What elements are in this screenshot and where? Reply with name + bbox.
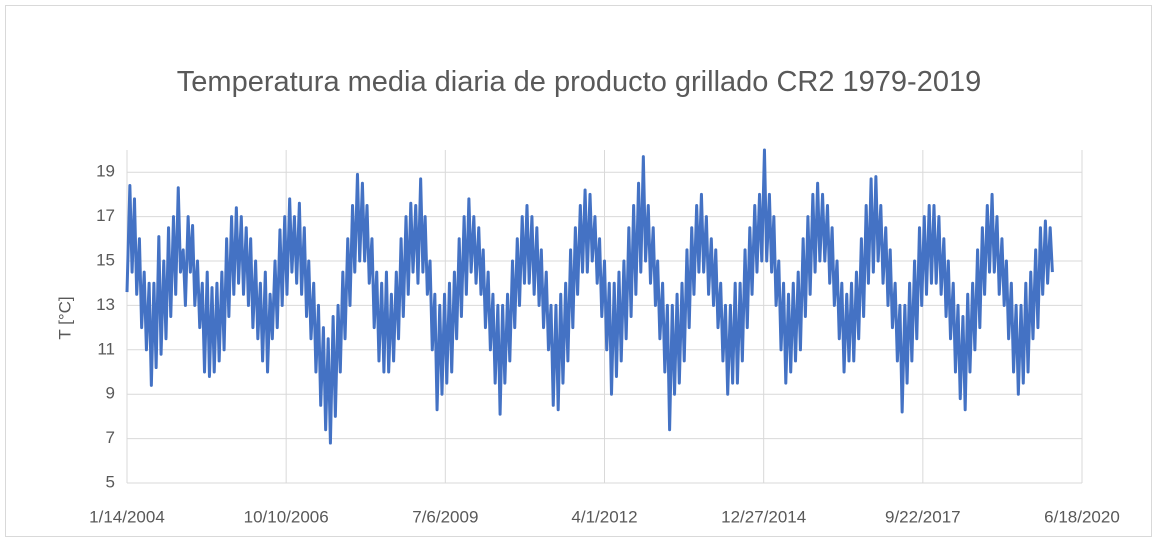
- y-tick-label: 9: [106, 384, 115, 403]
- data-line: [125, 148, 1054, 445]
- y-axis-label: T [°C]: [55, 296, 74, 339]
- y-tick-label: 17: [96, 206, 115, 225]
- chart-border: [5, 5, 1152, 537]
- y-tick-label: 7: [106, 428, 115, 447]
- y-tick-label: 15: [96, 250, 115, 269]
- x-tick-label: 6/18/2020: [1044, 507, 1120, 526]
- x-tick-label: 7/6/2009: [412, 507, 478, 526]
- y-tick-label: 13: [96, 295, 115, 314]
- chart-title: Temperatura media diaria de producto gri…: [176, 66, 982, 98]
- x-tick-label: 9/22/2017: [885, 507, 961, 526]
- y-tick-label: 19: [96, 162, 115, 181]
- x-tick-label: 10/10/2006: [244, 507, 329, 526]
- x-tick-label: 12/27/2014: [721, 507, 806, 526]
- x-tick-label: 4/1/2012: [571, 507, 637, 526]
- x-tick-label: 1/14/2004: [89, 507, 165, 526]
- y-tick-label: 11: [97, 339, 115, 358]
- y-tick-label: 5: [106, 472, 115, 491]
